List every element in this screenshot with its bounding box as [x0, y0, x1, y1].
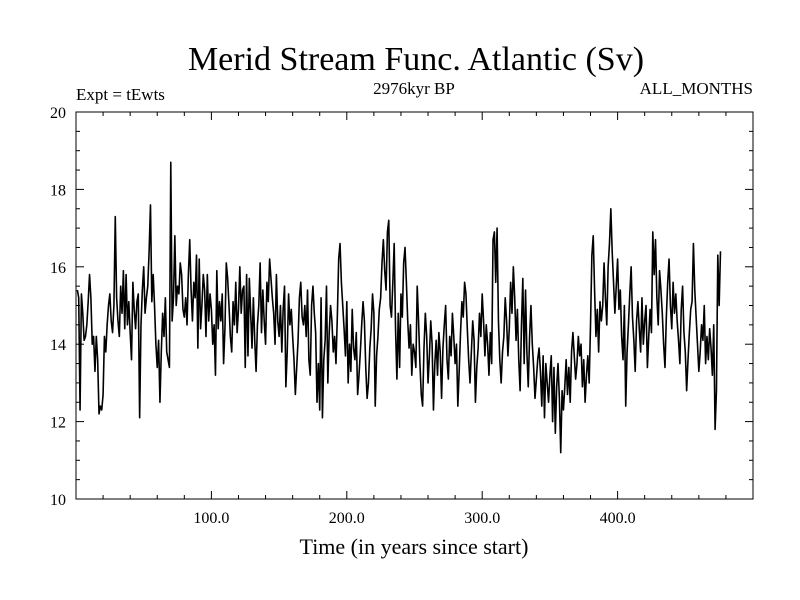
x-tick-label: 400.0: [600, 510, 636, 527]
y-tick-label: 20: [50, 105, 66, 122]
x-tick-label: 200.0: [329, 510, 365, 527]
months-label: ALL_MONTHS: [640, 79, 753, 98]
y-tick-label: 16: [50, 260, 66, 277]
x-axis-label: Time (in years since start): [300, 534, 529, 559]
chart-title: Merid Stream Func. Atlantic (Sv): [188, 41, 644, 78]
y-tick-label: 18: [50, 182, 66, 199]
y-tick-label: 14: [50, 337, 66, 354]
series-line: [76, 161, 722, 454]
x-axis: 100.0 200.0 300.0 400.0: [102, 112, 727, 527]
expt-label: Expt = tEwts: [76, 85, 165, 104]
x-tick-label: 300.0: [464, 510, 500, 527]
y-axis: 10 12 14 16 18 20: [50, 105, 753, 509]
y-tick-label: 10: [50, 492, 66, 509]
y-tick-label: 12: [50, 415, 66, 432]
date-label: 2976kyr BP: [373, 79, 455, 98]
x-tick-label: 100.0: [193, 510, 229, 527]
